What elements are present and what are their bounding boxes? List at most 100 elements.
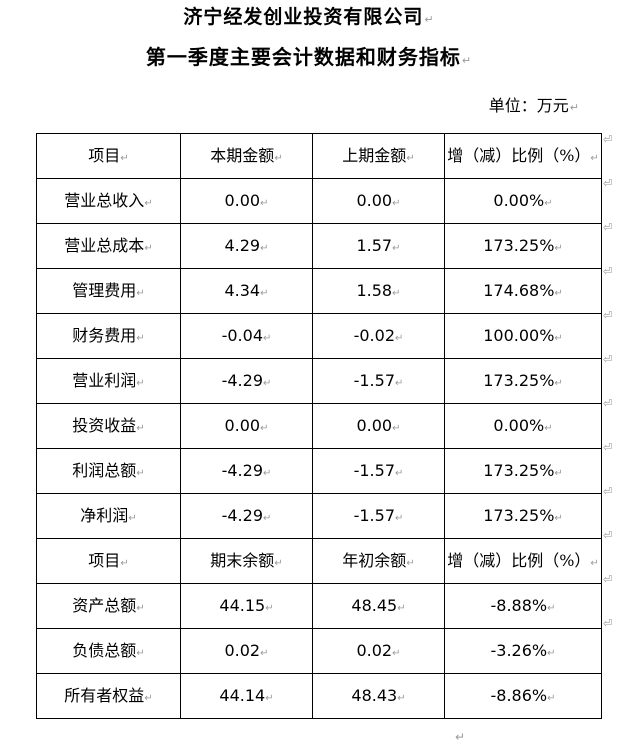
cell-change: 100.00%↵ (444, 313, 602, 359)
row-label-text: 负债总额 (72, 641, 137, 661)
paragraph-mark-icon: ↵ (569, 101, 579, 114)
row-end-mark-icon: ⏎ (603, 485, 613, 498)
cell-end-mark-icon: ↵ (265, 603, 274, 615)
cell-current-text: -4.29 (221, 461, 263, 481)
cell-previous-text: 1.57 (356, 236, 393, 256)
cell-previous-text: 48.43 (351, 686, 398, 706)
cell-end-mark-icon: ↵ (590, 153, 599, 165)
cell-end-mark-icon: ↵ (120, 558, 129, 570)
cell-current-text: 44.15 (219, 596, 266, 616)
cell-current-text: -4.29 (221, 371, 263, 391)
row-label-text: 资产总额 (72, 596, 137, 616)
cell-end-mark-icon: ↵ (136, 648, 145, 660)
cell-end-mark-icon: ↵ (265, 693, 274, 705)
cell-end-mark-icon: ↵ (260, 243, 269, 255)
cell-end-mark-icon: ↵ (397, 603, 406, 615)
cell-end-mark-icon: ↵ (554, 378, 563, 390)
cell-end-mark-icon: ↵ (392, 288, 401, 300)
cell-current-text: 44.14 (219, 686, 266, 706)
row-label: 利润总额↵ (36, 448, 181, 494)
table-row: 投资收益↵ 0.00↵ 0.00↵ 0.00%↵ (36, 403, 602, 449)
cell-end-mark-icon: ↵ (136, 333, 145, 345)
cell-end-mark-icon: ↵ (144, 693, 153, 705)
cell-change-text: 174.68% (483, 281, 555, 301)
column-header-change-2-text: 增（减）比例（%） (447, 551, 591, 571)
row-end-mark-icon: ⏎ (603, 529, 613, 542)
cell-end-mark-icon: ↵ (395, 378, 404, 390)
cell-current: 44.15↵ (180, 583, 313, 629)
cell-current: 4.29↵ (180, 223, 313, 269)
cell-previous: 1.58↵ (312, 268, 445, 314)
cell-previous-text: 0.00 (356, 416, 393, 436)
cell-end-mark-icon: ↵ (263, 378, 272, 390)
cell-current-text: 0.00 (224, 191, 261, 211)
table-row: 营业总成本↵ 4.29↵ 1.57↵ 173.25%↵ (36, 223, 602, 269)
table-row: 财务费用↵ -0.04↵ -0.02↵ 100.00%↵ (36, 313, 602, 359)
cell-end-mark-icon: ↵ (263, 333, 272, 345)
row-label: 营业总成本↵ (36, 223, 181, 269)
row-label-text: 利润总额 (72, 461, 137, 481)
row-end-mark-icon: ⏎ (603, 309, 613, 322)
cell-end-mark-icon: ↵ (144, 198, 153, 210)
row-label-text: 所有者权益 (64, 686, 145, 706)
column-header-year-begin: 年初余额↵ (312, 538, 445, 584)
cell-end-mark-icon: ↵ (547, 648, 556, 660)
cell-change-text: 0.00% (493, 191, 545, 211)
cell-current-text: 0.02 (224, 641, 261, 661)
cell-current: 0.00↵ (180, 403, 313, 449)
cell-end-mark-icon: ↵ (260, 648, 269, 660)
cell-change: 173.25%↵ (444, 448, 602, 494)
cell-end-mark-icon: ↵ (554, 243, 563, 255)
cell-previous-text: -1.57 (353, 371, 395, 391)
cell-previous-text: 1.58 (356, 281, 393, 301)
cell-end-mark-icon: ↵ (274, 153, 283, 165)
row-end-mark-icon: ⏎ (603, 397, 613, 410)
cell-end-mark-icon: ↵ (136, 468, 145, 480)
cell-end-mark-icon: ↵ (554, 468, 563, 480)
cell-end-mark-icon: ↵ (128, 513, 137, 525)
cell-current: 0.00↵ (180, 178, 313, 224)
company-title-text: 济宁经发创业投资有限公司 (183, 6, 424, 28)
row-label: 营业利润↵ (36, 358, 181, 404)
cell-previous: 0.00↵ (312, 178, 445, 224)
cell-change-text: 173.25% (483, 461, 555, 481)
cell-current-text: 4.29 (224, 236, 261, 256)
cell-change: 173.25%↵ (444, 358, 602, 404)
cell-change-text: 0.00% (493, 416, 545, 436)
cell-previous: 0.00↵ (312, 403, 445, 449)
table-header-row-2: 项目↵ 期末余额↵ 年初余额↵ 增（减）比例（%）↵ (36, 538, 602, 584)
row-end-mark-icon: ⏎ (603, 441, 613, 454)
cell-previous-text: 0.00 (356, 191, 393, 211)
table-row: 负债总额↵ 0.02↵ 0.02↵ -3.26%↵ (36, 628, 602, 674)
row-label: 财务费用↵ (36, 313, 181, 359)
table-row: 营业总收入↵ 0.00↵ 0.00↵ 0.00%↵ (36, 178, 602, 224)
row-label: 净利润↵ (36, 493, 181, 539)
cell-end-mark-icon: ↵ (590, 558, 599, 570)
paragraph-mark-icon: ↵ (424, 13, 435, 26)
cell-change: -8.88%↵ (444, 583, 602, 629)
row-label: 营业总收入↵ (36, 178, 181, 224)
cell-previous-text: -1.57 (353, 506, 395, 526)
cell-change: 173.25%↵ (444, 493, 602, 539)
column-header-current-text: 本期金额 (210, 146, 275, 166)
cell-end-mark-icon: ↵ (395, 468, 404, 480)
cell-previous-text: 48.45 (351, 596, 398, 616)
column-header-change-2: 增（减）比例（%）↵ (444, 538, 602, 584)
cell-end-mark-icon: ↵ (544, 423, 553, 435)
cell-end-mark-icon: ↵ (395, 513, 404, 525)
row-end-mark-icon: ⏎ (603, 353, 613, 366)
cell-change-text: 173.25% (483, 506, 555, 526)
cell-end-mark-icon: ↵ (260, 198, 269, 210)
trailing-paragraph-mark-icon: ↵ (455, 730, 466, 744)
row-label: 资产总额↵ (36, 583, 181, 629)
cell-previous-text: 0.02 (356, 641, 393, 661)
cell-change: -8.86%↵ (444, 673, 602, 719)
cell-end-mark-icon: ↵ (392, 648, 401, 660)
unit-note-text: 单位：万元 (488, 96, 569, 115)
cell-previous-text: -1.57 (353, 461, 395, 481)
cell-previous: -1.57↵ (312, 358, 445, 404)
column-header-current: 本期金额↵ (180, 133, 313, 179)
cell-end-mark-icon: ↵ (136, 288, 145, 300)
cell-previous: 1.57↵ (312, 223, 445, 269)
